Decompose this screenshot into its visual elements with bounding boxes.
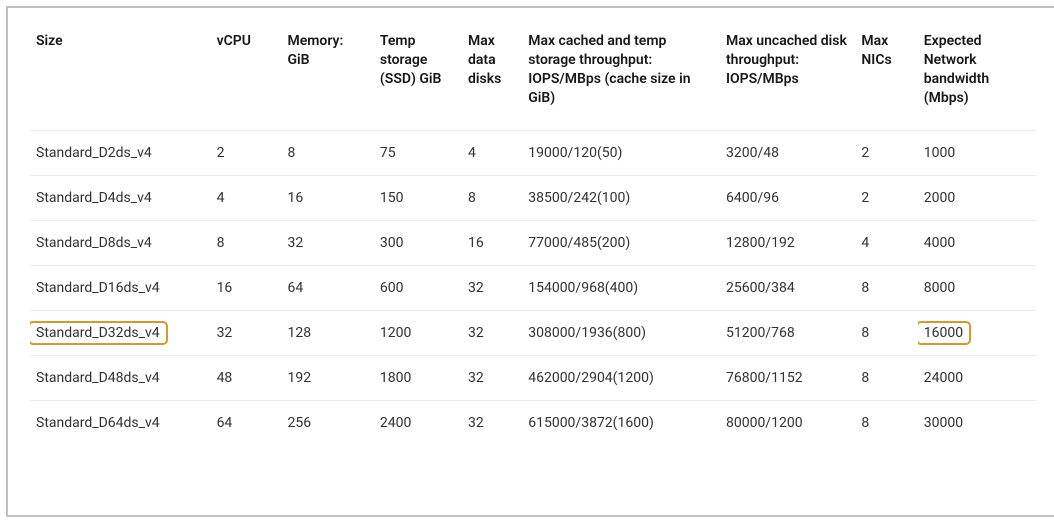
- table-cell: 308000/1936(800): [522, 310, 720, 355]
- table-cell: 256: [281, 400, 373, 445]
- col-header-memory: Memory: GiB: [281, 26, 373, 130]
- table-cell: 32: [211, 310, 282, 355]
- table-cell: 8: [855, 265, 917, 310]
- col-header-vcpu: vCPU: [211, 26, 282, 130]
- table-body: Standard_D2ds_v42875419000/120(50)3200/4…: [30, 130, 1036, 445]
- table-cell: 4: [855, 220, 917, 265]
- col-header-size: Size: [30, 26, 211, 130]
- table-cell: 8: [855, 400, 917, 445]
- table-cell: 462000/2904(1200): [522, 355, 720, 400]
- highlight-box: Standard_D32ds_v4: [30, 321, 168, 345]
- table-cell: Standard_D8ds_v4: [30, 220, 211, 265]
- table-cell: 32: [462, 355, 522, 400]
- table-cell: 1200: [374, 310, 462, 355]
- vm-sizes-table: Size vCPU Memory: GiB Temp storage (SSD)…: [30, 26, 1036, 445]
- table-cell: 16: [211, 265, 282, 310]
- table-cell: 4: [462, 130, 522, 175]
- table-cell: 300: [374, 220, 462, 265]
- table-cell: 2: [855, 130, 917, 175]
- table-cell: 2000: [918, 175, 1036, 220]
- table-cell: 38500/242(100): [522, 175, 720, 220]
- col-header-uncached: Max uncached disk throughput: IOPS/MBps: [720, 26, 855, 130]
- table-cell: 154000/968(400): [522, 265, 720, 310]
- table-cell: 8000: [918, 265, 1036, 310]
- table-cell: 16000: [918, 310, 1036, 355]
- col-header-cached: Max cached and temp storage throughput: …: [522, 26, 720, 130]
- col-header-temp: Temp storage (SSD) GiB: [374, 26, 462, 130]
- col-header-nics: Max NICs: [855, 26, 917, 130]
- table-cell: 2: [211, 130, 282, 175]
- table-cell: 600: [374, 265, 462, 310]
- table-cell: 4: [211, 175, 282, 220]
- table-cell: 24000: [918, 355, 1036, 400]
- table-cell: 80000/1200: [720, 400, 855, 445]
- table-cell: 192: [281, 355, 373, 400]
- table-cell: 64: [281, 265, 373, 310]
- vm-sizes-table-frame: Size vCPU Memory: GiB Temp storage (SSD)…: [6, 6, 1054, 517]
- table-cell: Standard_D4ds_v4: [30, 175, 211, 220]
- table-cell: Standard_D16ds_v4: [30, 265, 211, 310]
- col-header-bw: Expected Network bandwidth (Mbps): [918, 26, 1036, 130]
- table-cell: 8: [462, 175, 522, 220]
- table-header: Size vCPU Memory: GiB Temp storage (SSD)…: [30, 26, 1036, 130]
- table-cell: 32: [281, 220, 373, 265]
- table-cell: 150: [374, 175, 462, 220]
- table-row: Standard_D32ds_v432128120032308000/1936(…: [30, 310, 1036, 355]
- table-cell: 51200/768: [720, 310, 855, 355]
- table-cell: 32: [462, 265, 522, 310]
- highlight-box: 16000: [918, 321, 971, 345]
- table-cell: Standard_D32ds_v4: [30, 310, 211, 355]
- table-row: Standard_D48ds_v448192180032462000/2904(…: [30, 355, 1036, 400]
- table-cell: 16: [462, 220, 522, 265]
- table-cell: 25600/384: [720, 265, 855, 310]
- table-cell: 8: [855, 310, 917, 355]
- table-cell: 3200/48: [720, 130, 855, 175]
- table-cell: 75: [374, 130, 462, 175]
- table-cell: Standard_D2ds_v4: [30, 130, 211, 175]
- table-cell: 48: [211, 355, 282, 400]
- table-cell: Standard_D48ds_v4: [30, 355, 211, 400]
- table-row: Standard_D4ds_v4416150838500/242(100)640…: [30, 175, 1036, 220]
- table-cell: 1000: [918, 130, 1036, 175]
- table-cell: 615000/3872(1600): [522, 400, 720, 445]
- table-cell: 16: [281, 175, 373, 220]
- table-cell: 6400/96: [720, 175, 855, 220]
- table-cell: 2: [855, 175, 917, 220]
- table-cell: 4000: [918, 220, 1036, 265]
- table-cell: 32: [462, 310, 522, 355]
- table-row: Standard_D64ds_v464256240032615000/3872(…: [30, 400, 1036, 445]
- table-row: Standard_D16ds_v4166460032154000/968(400…: [30, 265, 1036, 310]
- table-cell: 77000/485(200): [522, 220, 720, 265]
- table-cell: Standard_D64ds_v4: [30, 400, 211, 445]
- table-cell: 76800/1152: [720, 355, 855, 400]
- table-cell: 19000/120(50): [522, 130, 720, 175]
- table-cell: 8: [855, 355, 917, 400]
- table-cell: 12800/192: [720, 220, 855, 265]
- table-cell: 128: [281, 310, 373, 355]
- table-row: Standard_D8ds_v48323001677000/485(200)12…: [30, 220, 1036, 265]
- table-row: Standard_D2ds_v42875419000/120(50)3200/4…: [30, 130, 1036, 175]
- table-cell: 8: [281, 130, 373, 175]
- table-cell: 2400: [374, 400, 462, 445]
- table-cell: 64: [211, 400, 282, 445]
- col-header-disks: Max data disks: [462, 26, 522, 130]
- table-cell: 1800: [374, 355, 462, 400]
- table-cell: 8: [211, 220, 282, 265]
- table-cell: 32: [462, 400, 522, 445]
- table-cell: 30000: [918, 400, 1036, 445]
